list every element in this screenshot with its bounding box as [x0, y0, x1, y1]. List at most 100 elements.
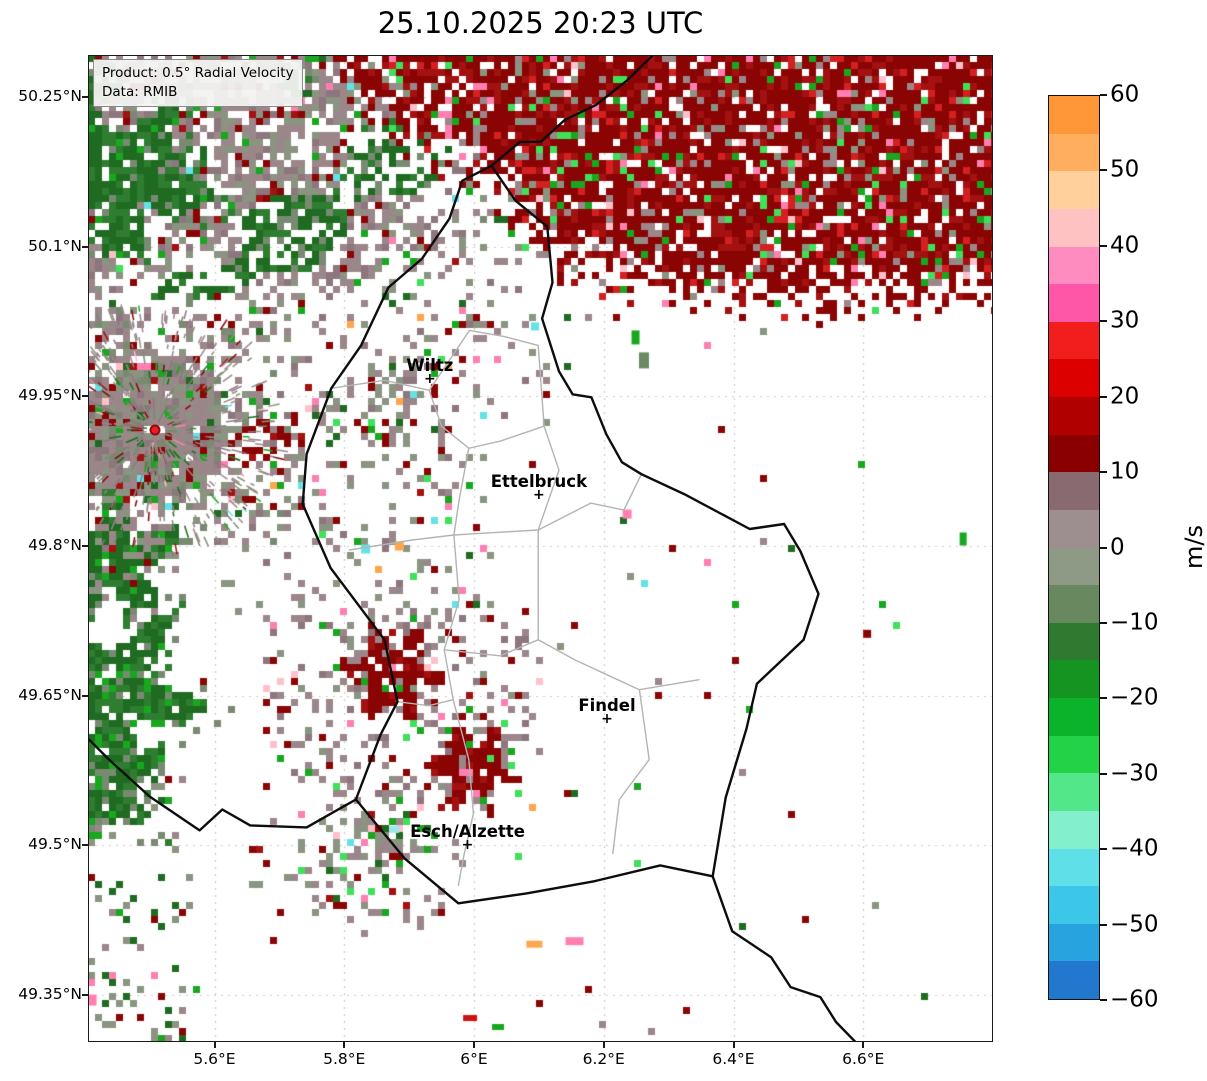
district-border-line [612, 689, 650, 855]
product-label: Product: 0.5° Radial Velocity [102, 65, 294, 81]
national-border-line [490, 55, 655, 167]
colorbar-tick-label: 10 [1110, 458, 1140, 485]
national-border-line [88, 737, 358, 832]
colorbar-tick-label: −10 [1110, 609, 1159, 636]
x-axis-tick-mark [343, 1042, 346, 1048]
colorbar-band [1049, 886, 1099, 924]
y-axis-tick-label: 49.95°N [18, 386, 82, 405]
map-plot-area: + Wiltz + Ettelbruck + Findel + Esch/Alzette Pr… [88, 55, 993, 1042]
y-axis-tick-mark [82, 994, 88, 997]
y-axis-tick-mark [82, 844, 88, 847]
colorbar-tick-mark [1100, 621, 1107, 624]
luxembourg-border-line [301, 164, 820, 905]
city-marker: + [461, 837, 474, 854]
colorbar-tick-mark [1100, 772, 1107, 775]
city-label: Wiltz [406, 356, 454, 376]
colorbar-tick-label: 40 [1110, 232, 1140, 259]
colorbar-band [1049, 171, 1099, 209]
product-info-box: Product: 0.5° Radial Velocity Data: RMIB [93, 59, 303, 107]
colorbar-band [1049, 96, 1099, 134]
colorbar-tick-mark [1100, 546, 1107, 549]
y-axis-tick-mark [82, 95, 88, 98]
y-axis-tick-label: 50.1°N [28, 236, 82, 255]
y-axis-tick-mark [82, 395, 88, 398]
district-border-line [443, 534, 475, 886]
colorbar-tick-label: 0 [1110, 533, 1125, 560]
colorbar-band [1049, 321, 1099, 360]
colorbar-band [1049, 284, 1099, 322]
y-axis-tick-label: 49.35°N [18, 985, 82, 1004]
colorbar-band [1049, 735, 1099, 774]
x-axis-tick-mark [862, 1042, 865, 1048]
district-border-line [537, 529, 700, 691]
colorbar-tick-label: −20 [1110, 684, 1159, 711]
colorbar-band [1049, 585, 1099, 623]
district-border-line [443, 639, 539, 657]
colorbar-ticks: 60 50 40 30 20 10 0 −10 −20 −30 −40 −50 −60 [1048, 81, 1159, 1012]
colorbar-tick-mark [1100, 471, 1107, 474]
colorbar-band [1049, 133, 1099, 172]
colorbar-band [1049, 246, 1099, 285]
colorbar-tick-label: −60 [1110, 986, 1159, 1013]
colorbar-tick-mark [1100, 999, 1107, 1001]
colorbar-band [1049, 359, 1099, 397]
colorbar-tick-mark [1100, 395, 1107, 398]
colorbar: 60 50 40 30 20 10 0 −10 −20 −30 −40 −50 −60 m/s [1048, 81, 1207, 1012]
x-axis-tick-label: 6.6°E [842, 1050, 885, 1068]
city-label: Ettelbruck [490, 472, 588, 492]
national-border-line [711, 875, 857, 1042]
colorbar-tick-mark [1100, 923, 1107, 926]
colorbar-band [1049, 698, 1099, 736]
colorbar-tick-label: −50 [1110, 911, 1159, 938]
radar-site-marker [149, 424, 161, 436]
colorbar-band [1049, 961, 1099, 999]
radar-velocity-canvas [88, 55, 993, 1042]
city-label: Findel [578, 695, 636, 715]
city-marker: + [533, 487, 545, 504]
colorbar-band [1049, 622, 1099, 661]
colorbar-tick-label: −40 [1110, 835, 1159, 862]
y-axis-tick-label: 50.25°N [18, 86, 82, 105]
y-axis-tick-label: 49.8°N [28, 536, 82, 554]
district-border-line [453, 447, 470, 536]
colorbar-tick-label: 30 [1110, 307, 1140, 334]
colorbar-tick-label: 60 [1110, 81, 1140, 108]
city-marker: + [601, 710, 613, 727]
x-axis-tick-label: 6°E [460, 1050, 488, 1068]
x-axis-tick-label: 6.2°E [582, 1050, 625, 1068]
colorbar-band [1049, 397, 1099, 435]
city-label: Esch/Alzette [410, 822, 525, 842]
x-axis-tick-label: 6.4°E [712, 1050, 755, 1068]
colorbar-tick-mark [1100, 94, 1107, 96]
colorbar-gradient [1048, 95, 1100, 1000]
city-marker: + [424, 371, 436, 388]
x-axis-tick-mark [473, 1042, 475, 1048]
figure-title: 25.10.2025 20:23 UTC [377, 6, 704, 40]
x-axis-tick-mark [213, 1042, 216, 1048]
colorbar-band [1049, 472, 1099, 510]
city-label-layer: + Wiltz + Ettelbruck + Findel + Esch/Alzette [88, 55, 993, 1042]
colorbar-band [1049, 923, 1099, 962]
y-axis-tick-mark [82, 694, 88, 697]
data-source-label: Data: RMIB [102, 83, 178, 100]
colorbar-tick-mark [1100, 320, 1107, 323]
colorbar-tick-label: −30 [1110, 760, 1159, 787]
colorbar-band [1049, 509, 1099, 548]
district-border-line [396, 699, 454, 707]
colorbar-unit-label: m/s [1180, 525, 1207, 569]
colorbar-tick-mark [1100, 169, 1107, 172]
colorbar-band [1049, 660, 1099, 698]
y-axis-tick-mark [82, 245, 88, 248]
x-axis-tick-mark [602, 1042, 605, 1048]
colorbar-band [1049, 434, 1099, 473]
colorbar-band [1049, 773, 1099, 811]
colorbar-tick-mark [1100, 697, 1107, 700]
x-axis-tick-mark [732, 1042, 735, 1048]
y-axis-tick-label: 49.5°N [28, 835, 82, 854]
x-axis-tick-label: 5.6°E [193, 1050, 236, 1068]
map-borders-overlay [88, 55, 857, 1042]
colorbar-band [1049, 547, 1099, 586]
colorbar-band [1049, 208, 1099, 247]
colorbar-band [1049, 810, 1099, 849]
